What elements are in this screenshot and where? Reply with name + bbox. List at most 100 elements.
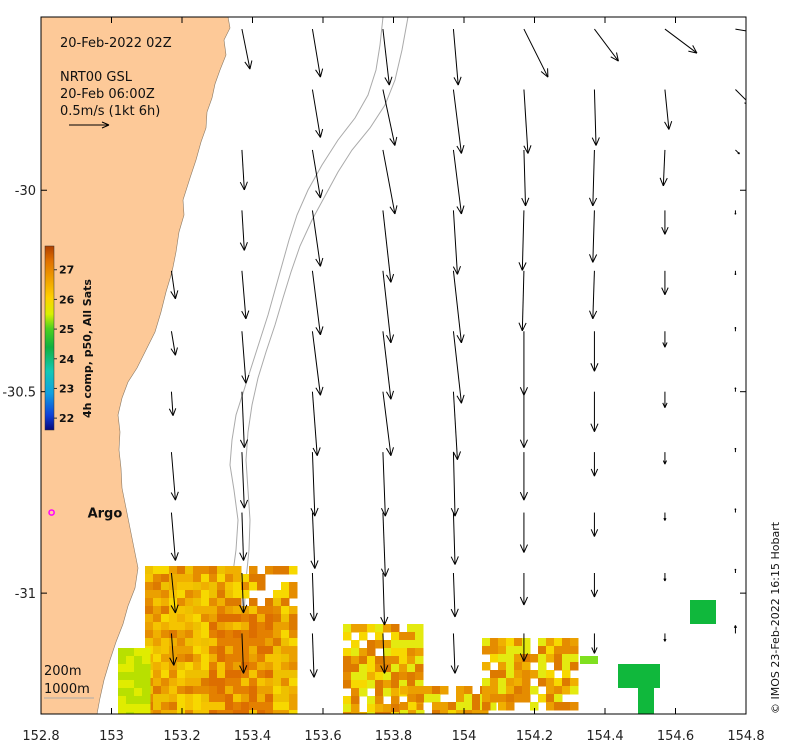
sst-pixel [201, 670, 210, 679]
sst-pixel [217, 622, 226, 631]
sst-pixel [153, 622, 162, 631]
sst-pixel [289, 702, 298, 711]
sst-pixel [217, 702, 226, 711]
sst-pixel [169, 622, 178, 631]
sst-pixel [289, 686, 298, 695]
current-vector-arrow [588, 149, 598, 207]
sst-pixel [153, 590, 162, 599]
sst-pixel [562, 686, 571, 695]
sst-pixel [233, 566, 242, 575]
sst-pixel [546, 646, 555, 655]
sst-pixel [391, 648, 400, 657]
sst-pixel [273, 662, 282, 671]
sst-pixel [367, 640, 376, 649]
sst-pixel [538, 654, 547, 663]
sst-pixel [177, 678, 186, 687]
current-vector-arrow [735, 149, 740, 155]
current-vector-arrow [380, 452, 390, 517]
sst-pixel [289, 582, 298, 591]
sst-pixel [375, 656, 384, 665]
current-vector-arrow [590, 572, 599, 598]
sst-pixel [407, 648, 416, 657]
sst-pixel [554, 654, 563, 663]
sst-pixel [185, 614, 194, 623]
current-vector-arrow [734, 387, 737, 392]
sst-pixel [530, 702, 539, 711]
sst-pixel [522, 678, 531, 687]
sst-pixel [506, 638, 515, 647]
sst-pixel [185, 678, 194, 687]
sst-pixel [289, 614, 298, 623]
current-vector-arrow [735, 28, 746, 32]
argo-float-marker[interactable] [48, 509, 55, 516]
sst-pixel [359, 624, 368, 633]
sst-pixel [217, 574, 226, 583]
sst-pixel [134, 648, 143, 657]
sst-pixel [177, 630, 186, 639]
sst-pixel [161, 622, 170, 631]
sst-pixel [145, 630, 154, 639]
sst-pixel [209, 678, 218, 687]
sst-pixel [415, 672, 424, 681]
sst-pixel [562, 654, 571, 663]
current-vector-arrow [519, 452, 528, 501]
sst-pixel [209, 598, 218, 607]
sst-pixel [498, 694, 507, 703]
sst-pixel [241, 662, 250, 671]
sst-pixel [257, 638, 266, 647]
sst-pixel [233, 710, 242, 714]
sst-pixel [391, 664, 400, 673]
sst-pixel [161, 694, 170, 703]
sst-pixel [289, 662, 298, 671]
current-vector-arrow [662, 391, 668, 408]
sst-pixel [514, 662, 523, 671]
sst-pixel [273, 638, 282, 647]
current-vector-arrow [311, 391, 321, 456]
sst-pixel [169, 694, 178, 703]
sst-pixel [482, 686, 491, 695]
sst-pixel [359, 680, 368, 689]
sst-pixel [241, 710, 250, 714]
sst-pixel [391, 696, 400, 705]
sst-pixel [185, 654, 194, 663]
sst-pixel [383, 656, 392, 665]
sst-pixel [522, 694, 531, 703]
sst-pixel [201, 702, 210, 711]
sst-pixel [249, 710, 258, 714]
sst-pixel [193, 590, 202, 599]
x-tick-label: 153.4 [234, 729, 271, 744]
sst-pixel [217, 590, 226, 599]
current-vector-arrow [170, 270, 179, 300]
sst-pixel [383, 704, 392, 713]
current-vector-arrow [518, 270, 527, 332]
sst-pixel [273, 630, 282, 639]
sst-pixel [177, 686, 186, 695]
sst-pixel [225, 598, 234, 607]
sst-pixel [514, 686, 523, 695]
sst-pixel [249, 694, 258, 703]
sst-pixel [145, 598, 154, 607]
sst-pixel [193, 686, 202, 695]
sst-pixel [249, 614, 258, 623]
sst-pixel [289, 694, 298, 703]
sst-pixel [209, 710, 218, 714]
sst-pixel [257, 686, 266, 695]
sst-pixel [201, 606, 210, 615]
sst-pixel [233, 678, 242, 687]
sst-pixel [546, 694, 555, 703]
current-vector-arrow [168, 391, 177, 416]
sst-pixel [217, 582, 226, 591]
current-vector-arrow [734, 327, 737, 332]
sst-pixel [538, 662, 547, 671]
sst-pixel [407, 624, 416, 633]
sst-pixel [241, 702, 250, 711]
sst-pixel [416, 686, 425, 695]
sst-pixel [391, 704, 400, 713]
sst-pixel [249, 622, 258, 631]
sst-pixel-green [690, 600, 716, 624]
sst-pixel [177, 654, 186, 663]
sst-pixel [241, 606, 250, 615]
x-tick-label: 154.6 [657, 729, 694, 744]
sst-pixel [225, 566, 234, 575]
x-tick-label: 153.8 [375, 729, 412, 744]
